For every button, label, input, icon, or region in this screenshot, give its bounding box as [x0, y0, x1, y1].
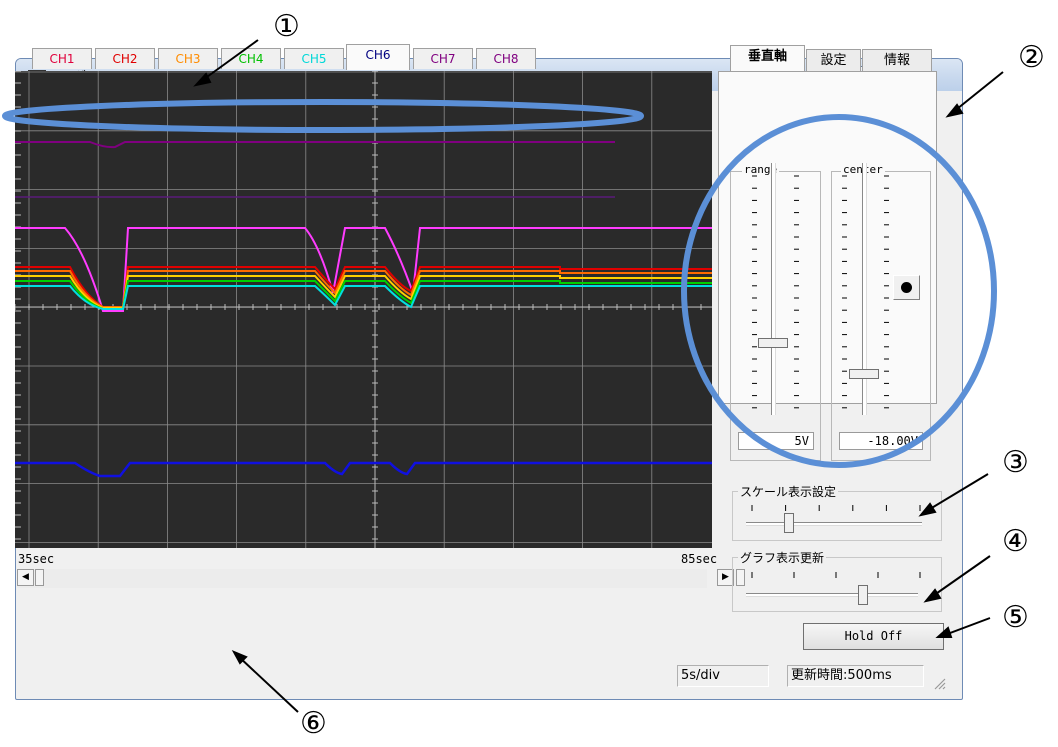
arrow-left-icon[interactable]: ◀ — [17, 569, 34, 586]
annotation-arrow-2 — [951, 71, 1004, 114]
hold-off-button[interactable]: Hold Off — [803, 623, 944, 650]
annotation-ellipse-tabs — [2, 99, 644, 133]
annotation-4: ④ — [1002, 524, 1029, 559]
trace-yellow — [15, 275, 712, 309]
resize-grip-icon[interactable] — [932, 676, 946, 690]
annotation-6: ⑥ — [300, 706, 327, 741]
range-ticks — [752, 175, 799, 409]
tab-ch8[interactable]: CH8 — [476, 48, 536, 69]
annotation-2: ② — [1018, 40, 1045, 75]
annotation-arrow-6 — [237, 655, 299, 713]
tab-ch4[interactable]: CH4 — [221, 48, 281, 69]
graph-update-ticks — [751, 572, 921, 578]
tab-ch2[interactable]: CH2 — [95, 48, 155, 69]
trace-ch6 — [15, 461, 712, 478]
range-slider-thumb[interactable] — [758, 338, 788, 348]
trace-ch3 — [15, 270, 712, 308]
center-dot-button[interactable] — [893, 275, 920, 300]
time-div-status: 5s/div — [677, 665, 769, 687]
annotation-arrow-4 — [929, 555, 991, 599]
tab-ch7[interactable]: CH7 — [413, 48, 473, 69]
update-time-status: 更新時間:500ms — [787, 665, 924, 687]
graph-plot-area[interactable] — [15, 71, 712, 548]
annotation-1: ① — [273, 9, 300, 44]
tab-vertical-axis[interactable]: 垂直軸 — [730, 45, 805, 72]
trace-ch2 — [15, 266, 712, 308]
annotation-ellipse-axis — [681, 114, 997, 468]
dot-icon — [901, 282, 912, 293]
annotation-3: ③ — [1002, 445, 1029, 480]
annotation-arrow-1 — [199, 39, 259, 83]
tab-ch6[interactable]: CH6 — [346, 44, 410, 70]
arrow-right-icon[interactable]: ▶ — [717, 569, 734, 586]
graph-update-group — [732, 557, 942, 612]
center-ticks — [842, 175, 889, 409]
trace-ch8 — [15, 141, 615, 149]
trace-ch5 — [15, 285, 712, 310]
tab-settings[interactable]: 設定 — [806, 49, 861, 71]
scroll-end-thumb[interactable] — [736, 569, 745, 586]
tab-ch1[interactable]: CH1 — [32, 48, 92, 69]
annotation-5: ⑤ — [1002, 600, 1029, 635]
tab-ch3[interactable]: CH3 — [158, 48, 218, 69]
annotation-arrow-3 — [924, 473, 989, 513]
scale-display-slider-track[interactable] — [746, 522, 922, 526]
scroll-thumb[interactable] — [35, 569, 44, 586]
range-label: range — [742, 163, 780, 176]
center-value: -18.00V — [839, 432, 923, 450]
oscilloscope-graph — [15, 71, 712, 548]
center-slider-thumb[interactable] — [849, 369, 879, 379]
tab-ch5[interactable]: CH5 — [284, 48, 344, 69]
trace-magenta — [15, 227, 712, 312]
tab-info[interactable]: 情報 — [862, 49, 932, 71]
horizontal-scrollbar[interactable] — [17, 569, 707, 588]
time-start-label: 35sec — [18, 552, 55, 566]
scale-display-ticks — [751, 505, 921, 511]
scale-display-label: スケール表示設定 — [738, 483, 839, 500]
center-slider-track[interactable] — [862, 163, 867, 415]
graph-update-slider-track[interactable] — [746, 593, 918, 597]
trace-ch4 — [15, 280, 712, 310]
scale-display-slider-thumb[interactable] — [784, 513, 794, 533]
time-end-label: 85sec — [681, 552, 718, 566]
graph-update-label: グラフ表示更新 — [738, 549, 827, 566]
graph-update-slider-thumb[interactable] — [858, 585, 868, 605]
plot-background — [15, 71, 712, 548]
range-slider-track[interactable] — [771, 163, 776, 415]
